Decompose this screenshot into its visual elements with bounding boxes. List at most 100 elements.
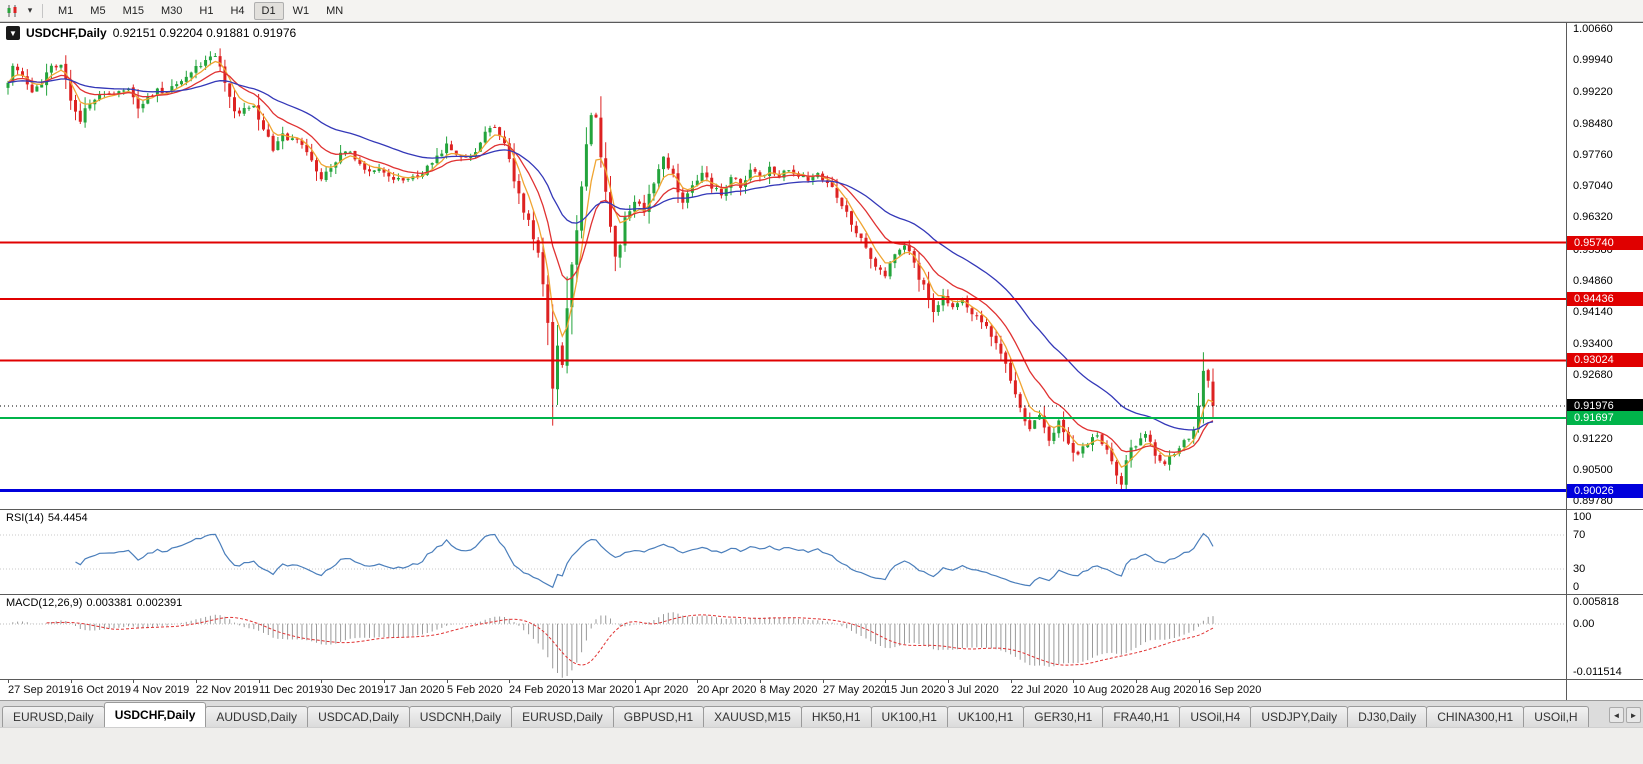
tab-scroll-left-icon[interactable]: ◄ <box>1609 707 1624 723</box>
timeframe-toolbar: ▾ M1 M5 M15 M30 H1 H4 D1 W1 MN <box>0 0 1643 22</box>
support-price-badge: 0.90026 <box>1567 484 1643 498</box>
chart-tab-bar: EURUSD,Daily USDCHF,Daily AUDUSD,Daily USDC… <box>0 700 1643 727</box>
rsi-value: 54.4454 <box>47 512 88 524</box>
macd-axis-label: -0.011514 <box>1573 666 1622 678</box>
price-axis-label: 0.94860 <box>1573 275 1613 287</box>
price-axis-label: 0.97760 <box>1573 149 1613 161</box>
timeframe-button-w1[interactable]: W1 <box>292 4 310 17</box>
price-axis-label: 0.94140 <box>1573 306 1613 318</box>
price-axis[interactable]: 1.00660 0.99940 0.99220 0.98480 0.97760 0.970… <box>1566 23 1643 509</box>
chart-tab-eurusd-daily[interactable]: EURUSD,Daily <box>2 706 105 727</box>
axis-corner <box>1566 680 1643 700</box>
date-axis-label: 16 Sep 2020 <box>1199 684 1262 696</box>
timeframe-button-h1[interactable]: H1 <box>199 4 214 17</box>
chart-tab-dj30-daily[interactable]: DJ30,Daily <box>1347 706 1428 727</box>
date-tick <box>760 680 761 683</box>
date-tick <box>885 680 886 683</box>
timeframe-button-mn[interactable]: MN <box>326 4 344 17</box>
candlestick-chart-icon <box>7 4 17 17</box>
chart-tab-eurusd-daily[interactable]: EURUSD,Daily <box>511 706 614 727</box>
date-axis-label: 27 Sep 2019 <box>8 684 71 696</box>
macd-axis[interactable]: 0.005818 0.00 -0.011514 <box>1566 595 1643 679</box>
resistance-price-badge: 0.95740 <box>1567 236 1643 250</box>
price-axis-label: 0.89780 <box>1573 495 1613 507</box>
rsi-axis[interactable]: 100 70 30 0 <box>1566 510 1643 594</box>
price-chart-canvas[interactable]: ▼ USDCHF,Daily 0.92151 0.92204 0.91881 0… <box>0 23 1566 509</box>
timeframe-button-h4[interactable]: H4 <box>230 4 245 17</box>
date-tick <box>1136 680 1137 683</box>
chart-tab-ger30-h1[interactable]: GER30,H1 <box>1023 706 1104 727</box>
date-tick <box>1073 680 1074 683</box>
chart-tab-usdjpy-daily[interactable]: USDJPY,Daily <box>1250 706 1349 727</box>
date-tick <box>823 680 824 683</box>
chart-tab-uk100-h1[interactable]: UK100,H1 <box>946 706 1025 727</box>
date-tick <box>697 680 698 683</box>
date-axis-label: 27 May 2020 <box>823 684 887 696</box>
price-axis-label: 0.97040 <box>1573 180 1613 192</box>
toolbar-separator <box>42 3 43 18</box>
collapse-chart-icon[interactable]: ▼ <box>6 26 20 40</box>
date-tick <box>321 680 322 683</box>
date-tick <box>384 680 385 683</box>
support-price-badge: 0.91697 <box>1567 411 1643 425</box>
date-tick <box>447 680 448 683</box>
chart-tab-usdchf-daily[interactable]: USDCHF,Daily <box>103 702 207 727</box>
price-panel: ▼ USDCHF,Daily 0.92151 0.92204 0.91881 0… <box>0 22 1643 509</box>
macd-canvas[interactable]: MACD(12,26,9) 0.003381 0.002391 <box>0 595 1566 679</box>
date-axis-label: 28 Aug 2020 <box>1136 684 1198 696</box>
date-axis-label: 3 Jul 2020 <box>948 684 999 696</box>
date-axis-label: 5 Feb 2020 <box>447 684 503 696</box>
charts-toolbar-icon[interactable] <box>4 3 22 19</box>
rsi-panel: RSI(14) 54.4454 100 70 30 0 <box>0 509 1643 594</box>
resistance-price-badge: 0.93024 <box>1567 353 1643 367</box>
time-axis[interactable]: 27 Sep 2019 16 Oct 2019 4 Nov 2019 22 Nov 2… <box>0 680 1566 700</box>
date-tick <box>259 680 260 683</box>
timeframe-button-m5[interactable]: M5 <box>90 4 106 17</box>
chart-tab-xauusd-m15[interactable]: XAUUSD,M15 <box>703 706 802 727</box>
date-axis-label: 30 Dec 2019 <box>321 684 384 696</box>
chart-tab-china300-h1[interactable]: CHINA300,H1 <box>1426 706 1525 727</box>
rsi-name: RSI(14) <box>6 512 44 524</box>
chart-tab-usdcad-daily[interactable]: USDCAD,Daily <box>307 706 410 727</box>
chart-tab-audusd-daily[interactable]: AUDUSD,Daily <box>205 706 309 727</box>
macd-signal-value: 0.002391 <box>136 597 183 609</box>
chart-tab-gbpusd-h1[interactable]: GBPUSD,H1 <box>612 706 705 727</box>
chart-workspace: ▼ USDCHF,Daily 0.92151 0.92204 0.91881 0… <box>0 22 1643 700</box>
date-axis-label: 20 Apr 2020 <box>697 684 757 696</box>
date-tick <box>8 680 9 683</box>
date-axis-label: 22 Jul 2020 <box>1011 684 1068 696</box>
macd-name: MACD(12,26,9) <box>6 597 83 609</box>
chart-tab-hk50-h1[interactable]: HK50,H1 <box>800 706 872 727</box>
rsi-axis-label: 30 <box>1573 563 1586 575</box>
macd-value: 0.003381 <box>86 597 133 609</box>
chart-tab-usdcnh-daily[interactable]: USDCNH,Daily <box>408 706 513 727</box>
price-axis-label: 0.92680 <box>1573 369 1613 381</box>
rsi-canvas[interactable]: RSI(14) 54.4454 <box>0 510 1566 594</box>
rsi-axis-label: 100 <box>1573 511 1592 523</box>
price-axis-label: 1.00660 <box>1573 23 1613 35</box>
time-axis-row: 27 Sep 2019 16 Oct 2019 4 Nov 2019 22 Nov 2… <box>0 679 1643 700</box>
chart-tab-usoil-h4[interactable]: USOil,H4 <box>1179 706 1252 727</box>
timeframe-button-m15[interactable]: M15 <box>122 4 144 17</box>
date-tick <box>133 680 134 683</box>
date-tick <box>509 680 510 683</box>
timeframe-button-d1[interactable]: D1 <box>253 1 284 20</box>
date-tick <box>1199 680 1200 683</box>
chart-tab-usoil-h[interactable]: USOil,H <box>1523 706 1589 727</box>
tab-scroll-right-icon[interactable]: ► <box>1626 707 1641 723</box>
chart-tab-fra40-h1[interactable]: FRA40,H1 <box>1102 706 1181 727</box>
date-tick <box>572 680 573 683</box>
chart-tab-uk100-h1[interactable]: UK100,H1 <box>870 706 948 727</box>
timeframe-button-m30[interactable]: M30 <box>160 4 183 17</box>
chevron-down-icon[interactable]: ▾ <box>27 5 33 15</box>
price-axis-label: 0.96320 <box>1573 211 1613 223</box>
collapse-triangle-glyph: ▼ <box>9 28 17 38</box>
timeframe-button-m1[interactable]: M1 <box>58 4 74 17</box>
chart-tab-strip: EURUSD,Daily USDCHF,Daily AUDUSD,Daily USDC… <box>2 701 1643 727</box>
price-axis-label: 0.99220 <box>1573 86 1613 98</box>
date-axis-label: 1 Apr 2020 <box>635 684 689 696</box>
chart-title: ▼ USDCHF,Daily 0.92151 0.92204 0.91881 0… <box>6 26 296 40</box>
price-axis-label: 0.91220 <box>1573 433 1613 445</box>
status-bar <box>0 727 1643 764</box>
